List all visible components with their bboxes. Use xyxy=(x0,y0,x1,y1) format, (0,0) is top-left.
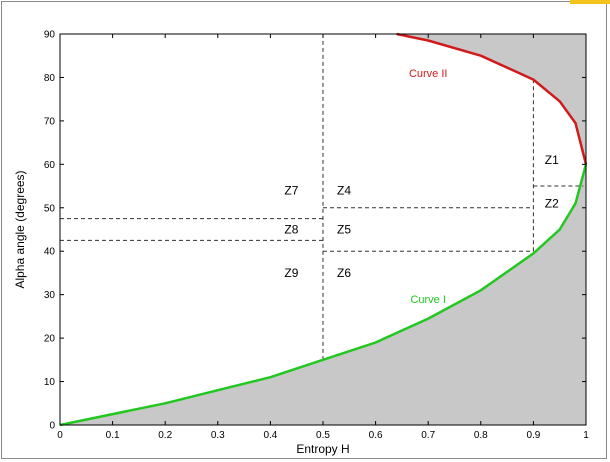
zone-label: Z6 xyxy=(337,266,351,280)
zone-label: Z8 xyxy=(284,223,298,237)
x-tick-label: 0.3 xyxy=(211,430,225,441)
y-tick-label: 50 xyxy=(44,203,56,214)
zone-label: Z4 xyxy=(337,183,351,197)
x-tick-label: 1 xyxy=(583,430,589,441)
annotation-layer: Z1 Z2 Z4 Z5 Z6 Z7 Z8 Z9 Curve II Curve I xyxy=(284,68,559,306)
x-tick-label: 0.8 xyxy=(474,430,488,441)
y-tick-label: 10 xyxy=(44,377,56,388)
curve-label: Curve I xyxy=(410,294,445,306)
zone-boundaries-layer xyxy=(60,34,584,360)
y-tick-label: 80 xyxy=(44,73,56,84)
curve-label: Curve II xyxy=(409,68,448,80)
zone-label: Z7 xyxy=(284,183,298,197)
curve-line xyxy=(396,32,588,165)
curves-layer xyxy=(59,32,588,427)
y-tick-label: 40 xyxy=(44,247,56,258)
y-tick-label: 70 xyxy=(44,116,56,127)
zone-label: Z2 xyxy=(545,196,559,210)
y-tick-label: 60 xyxy=(44,160,56,171)
curve-line xyxy=(59,163,588,427)
y-axis-title: Alpha angle (degrees) xyxy=(13,170,27,288)
zone-label: Z9 xyxy=(284,266,298,280)
x-axis-title: Entropy H xyxy=(296,442,349,456)
x-tick-label: 0.7 xyxy=(421,430,435,441)
x-tick-label: 0.1 xyxy=(106,430,120,441)
x-tick-label: 0.5 xyxy=(316,430,330,441)
y-tick-label: 30 xyxy=(44,290,56,301)
y-tick-label: 20 xyxy=(44,334,56,345)
y-tick-label: 0 xyxy=(49,421,55,432)
feasible-region xyxy=(60,34,586,425)
x-tick-label: 0.4 xyxy=(263,430,277,441)
axes-layer: 0 0.1 0.2 0.3 0.4 0.5 0.6 0.7 0.8 0.9 101020304050… xyxy=(44,30,589,442)
y-tick-label: 90 xyxy=(44,30,56,41)
infeasible-region-layer xyxy=(60,34,586,425)
corner-accent-bar xyxy=(570,0,610,4)
x-tick-label: 0.6 xyxy=(369,430,383,441)
zone-label: Z5 xyxy=(337,223,351,237)
zone-label: Z1 xyxy=(545,153,559,167)
x-tick-label: 0 xyxy=(57,430,63,441)
x-tick-label: 0.9 xyxy=(526,430,540,441)
x-tick-label: 0.2 xyxy=(158,430,172,441)
